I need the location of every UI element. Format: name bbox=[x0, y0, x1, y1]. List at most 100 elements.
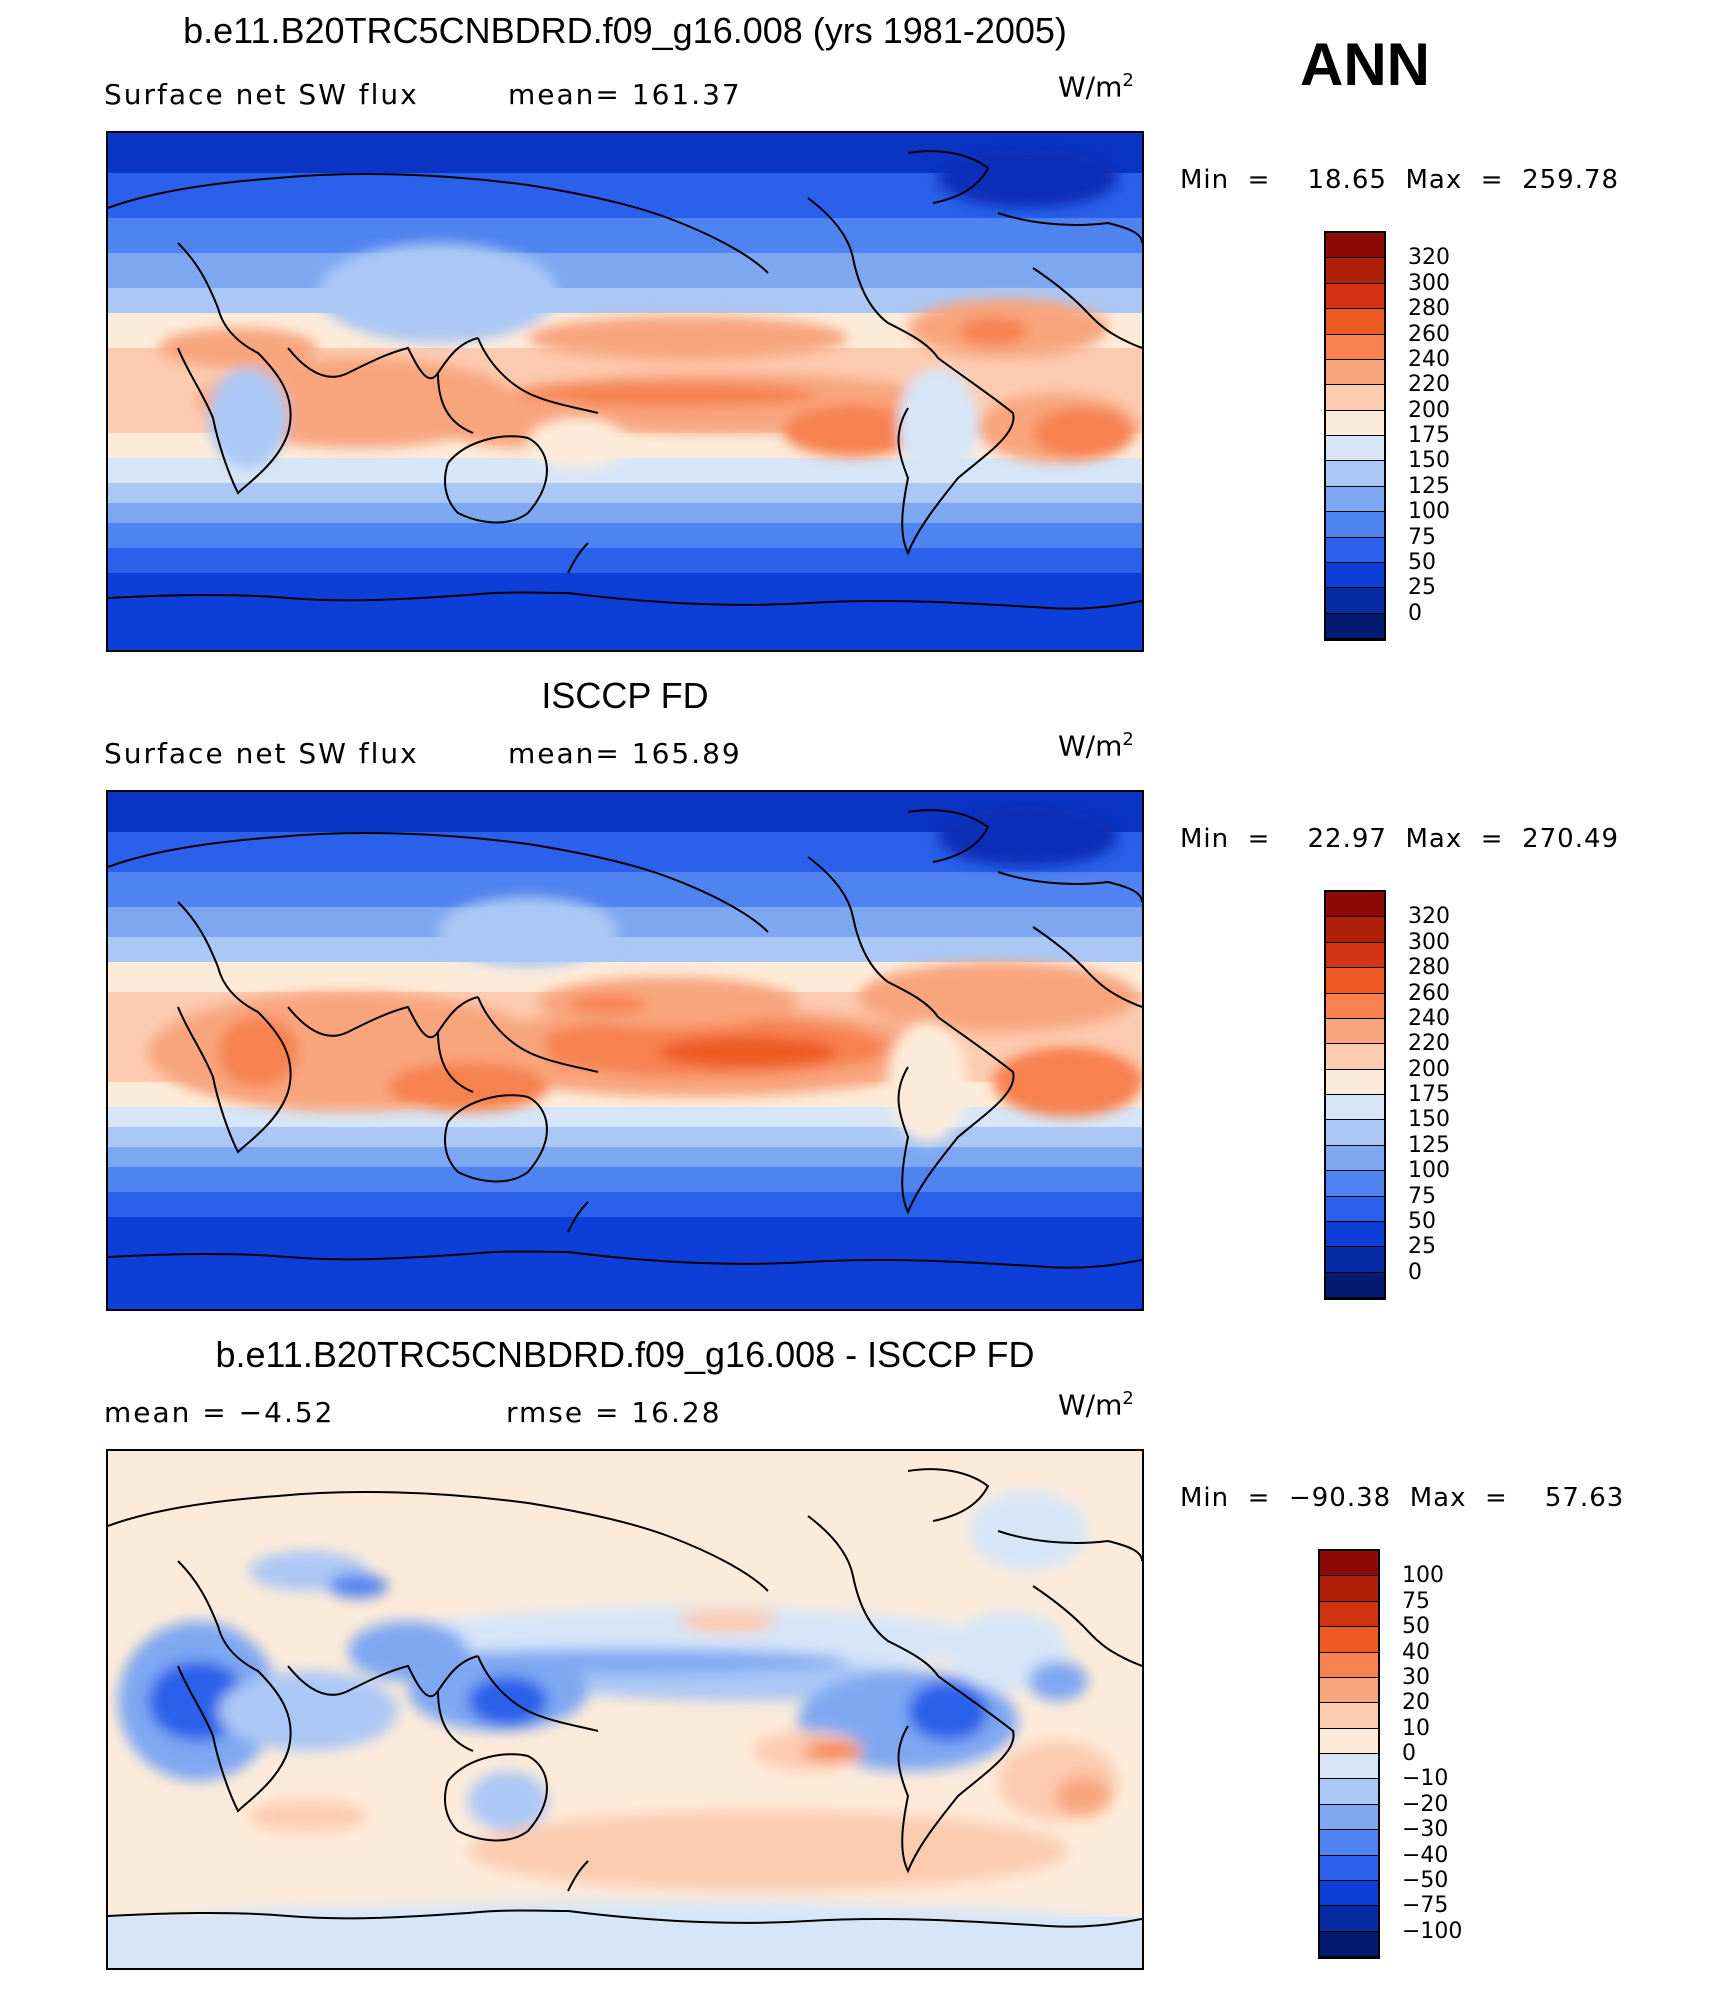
colorbar-tick-label: 280 bbox=[1408, 296, 1450, 322]
colorbar-swatch bbox=[1326, 436, 1384, 462]
colorbar-swatch bbox=[1326, 359, 1384, 386]
colorbar-tick-label: 220 bbox=[1408, 1031, 1450, 1057]
panel-3-difference-field bbox=[108, 1451, 1142, 1968]
colorbar-swatch bbox=[1326, 1095, 1384, 1121]
panel-3-rmse-label: rmse = 16.28 bbox=[506, 1396, 722, 1429]
panel-3-map bbox=[106, 1449, 1144, 1970]
colorbar-tick-label: 100 bbox=[1408, 1158, 1450, 1184]
colorbar-swatch bbox=[1320, 1754, 1378, 1780]
colorbar-swatch bbox=[1326, 613, 1384, 639]
colorbar-swatch bbox=[1326, 1044, 1384, 1070]
panel-3-coastlines bbox=[108, 1468, 1142, 1928]
colorbar-tick-label: 25 bbox=[1408, 575, 1436, 601]
colorbar-swatch bbox=[1326, 968, 1384, 994]
panel-2-coastlines bbox=[108, 809, 1142, 1269]
colorbar-swatch bbox=[1320, 1728, 1378, 1754]
colorbar-swatch bbox=[1320, 1627, 1378, 1653]
colorbar-swatch bbox=[1320, 1855, 1378, 1881]
colorbar-swatch bbox=[1326, 461, 1384, 487]
colorbar-swatch bbox=[1320, 1601, 1378, 1628]
colorbar-tick-label: −10 bbox=[1402, 1766, 1449, 1792]
panel-2-mean-label: mean= 165.89 bbox=[508, 737, 742, 770]
colorbar-swatch bbox=[1326, 1145, 1384, 1172]
colorbar-tick-label: 150 bbox=[1408, 1107, 1450, 1133]
colorbar-tick-label: 280 bbox=[1408, 955, 1450, 981]
colorbar-swatch bbox=[1320, 1576, 1378, 1602]
colorbar-swatch bbox=[1320, 1931, 1378, 1957]
colorbar-tick-label: −30 bbox=[1402, 1817, 1449, 1843]
colorbar-tick-label: 200 bbox=[1408, 397, 1450, 423]
colorbar-tick-label: 300 bbox=[1408, 929, 1450, 955]
colorbar-tick-label: −100 bbox=[1402, 1918, 1463, 1944]
colorbar-tick-label: 240 bbox=[1408, 1005, 1450, 1031]
colorbar-swatch bbox=[1326, 1221, 1384, 1248]
colorbar-tick-label: −40 bbox=[1402, 1842, 1449, 1868]
colorbar-swatch bbox=[1326, 942, 1384, 969]
colorbar-tick-label: 260 bbox=[1408, 980, 1450, 1006]
panel-1-colorbar bbox=[1324, 231, 1386, 641]
colorbar-tick-label: −20 bbox=[1402, 1791, 1449, 1817]
colorbar-tick-label: 220 bbox=[1408, 372, 1450, 398]
panel-2-colorbar bbox=[1324, 890, 1386, 1300]
colorbar-tick-label: 0 bbox=[1402, 1741, 1416, 1766]
colorbar-swatch bbox=[1320, 1551, 1378, 1577]
colorbar-swatch bbox=[1326, 233, 1384, 259]
colorbar-tick-label: 75 bbox=[1402, 1588, 1430, 1614]
panel-3-title: b.e11.B20TRC5CNBDRD.f09_g16.008 - ISCCP … bbox=[215, 1334, 1035, 1375]
panel-3-unit-label: W/m2 bbox=[1058, 1388, 1134, 1422]
panel-2-map bbox=[106, 790, 1144, 1311]
colorbar-tick-label: 260 bbox=[1408, 321, 1450, 347]
colorbar-tick-label: 50 bbox=[1402, 1614, 1430, 1640]
panel-1-coastlines bbox=[108, 150, 1142, 610]
colorbar-tick-label: 100 bbox=[1408, 499, 1450, 525]
colorbar-swatch bbox=[1320, 1779, 1378, 1805]
panel-3-colorbar bbox=[1318, 1549, 1380, 1959]
colorbar-swatch bbox=[1326, 1120, 1384, 1146]
season-title: ANN bbox=[1300, 31, 1430, 98]
colorbar-swatch bbox=[1326, 334, 1384, 360]
colorbar-swatch bbox=[1326, 1247, 1384, 1273]
panel-1-unit-label: W/m2 bbox=[1058, 70, 1134, 104]
colorbar-swatch bbox=[1326, 410, 1384, 436]
colorbar-tick-label: 0 bbox=[1408, 1259, 1422, 1285]
colorbar-tick-label: 150 bbox=[1408, 448, 1450, 474]
colorbar-tick-label: 320 bbox=[1408, 245, 1450, 271]
panel-3-min-max: Min = −90.38 Max = 57.63 bbox=[1180, 1483, 1625, 1513]
colorbar-tick-label: 30 bbox=[1402, 1664, 1430, 1690]
colorbar-swatch bbox=[1326, 1196, 1384, 1222]
colorbar-tick-label: 40 bbox=[1402, 1639, 1430, 1665]
colorbar-swatch bbox=[1326, 486, 1384, 513]
panel-1-map bbox=[106, 131, 1144, 652]
colorbar-swatch bbox=[1326, 562, 1384, 589]
colorbar-swatch bbox=[1320, 1804, 1378, 1831]
colorbar-swatch bbox=[1320, 1880, 1378, 1907]
panel-2-unit-label: W/m2 bbox=[1058, 729, 1134, 763]
colorbar-swatch bbox=[1326, 309, 1384, 335]
panel-2-min-max: Min = 22.97 Max = 270.49 bbox=[1180, 824, 1620, 854]
colorbar-tick-label: 25 bbox=[1408, 1234, 1436, 1260]
colorbar-swatch bbox=[1320, 1906, 1378, 1932]
panel-3-mean-label: mean = −4.52 bbox=[104, 1396, 335, 1429]
colorbar-swatch bbox=[1326, 917, 1384, 943]
colorbar-swatch bbox=[1326, 537, 1384, 563]
colorbar-tick-label: 200 bbox=[1408, 1056, 1450, 1082]
colorbar-swatch bbox=[1326, 258, 1384, 284]
colorbar-swatch bbox=[1326, 588, 1384, 614]
colorbar-swatch bbox=[1326, 385, 1384, 411]
colorbar-tick-label: 75 bbox=[1408, 524, 1436, 550]
colorbar-tick-label: 75 bbox=[1408, 1183, 1436, 1209]
colorbar-swatch bbox=[1326, 283, 1384, 310]
colorbar-swatch bbox=[1320, 1677, 1378, 1704]
panel-2-variable-label: Surface net SW flux bbox=[104, 737, 419, 770]
panel-1-mean-label: mean= 161.37 bbox=[508, 78, 742, 111]
panel-2-sw-field bbox=[108, 792, 1142, 1309]
colorbar-tick-label: 125 bbox=[1408, 1132, 1450, 1158]
colorbar-tick-label: 20 bbox=[1402, 1690, 1430, 1716]
colorbar-tick-label: 0 bbox=[1408, 600, 1422, 626]
colorbar-tick-label: 240 bbox=[1408, 346, 1450, 372]
colorbar-swatch bbox=[1326, 892, 1384, 918]
panel-1-min-max: Min = 18.65 Max = 259.78 bbox=[1180, 165, 1620, 195]
colorbar-swatch bbox=[1326, 1171, 1384, 1197]
colorbar-tick-label: −75 bbox=[1402, 1893, 1449, 1919]
panel-2-title: ISCCP FD bbox=[541, 675, 709, 716]
